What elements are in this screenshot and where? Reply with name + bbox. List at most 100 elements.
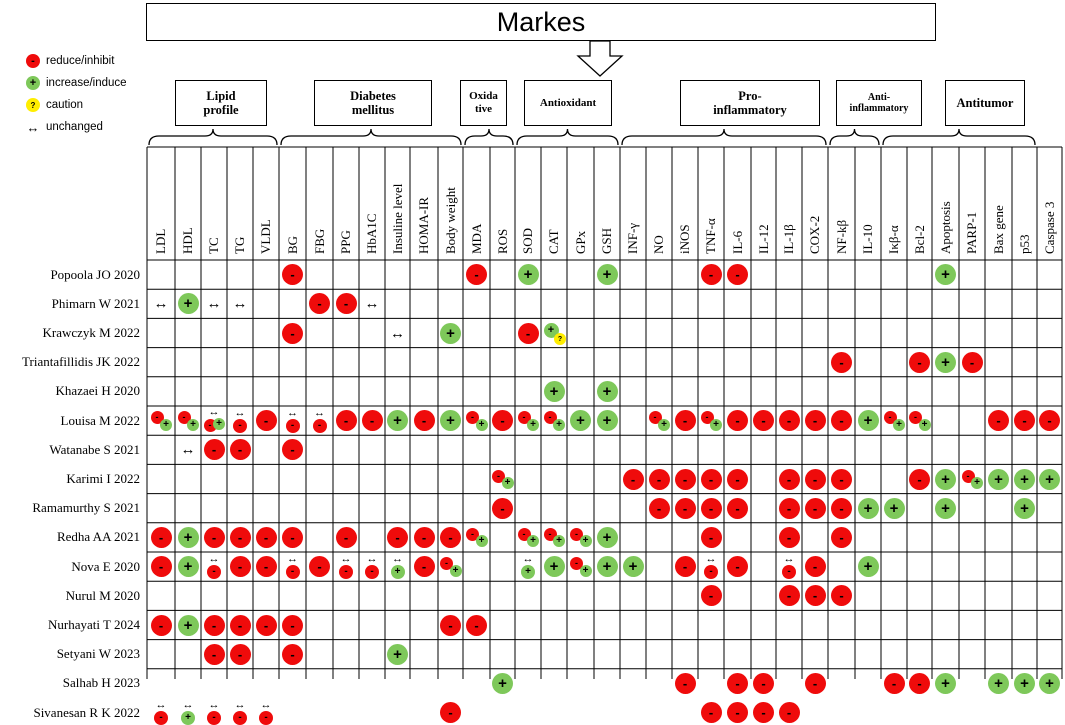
increase-marker: +	[177, 293, 199, 315]
reduce-marker: -	[778, 468, 800, 490]
reduce-marker: -	[466, 264, 487, 286]
reduce-marker: -	[778, 526, 800, 548]
increase-marker: +	[596, 410, 618, 432]
unchanged-marker: ↔	[260, 699, 272, 712]
unchanged-marker: ↔	[287, 407, 298, 420]
reduce-marker: -	[648, 468, 670, 490]
increase-marker: +	[918, 418, 931, 431]
reduce-marker: -	[229, 643, 251, 665]
marker-diagram: Markes - reduce/inhibit + increase/induc…	[22, 3, 1063, 725]
reduce-marker: -	[704, 564, 718, 579]
unchanged-marker: ↔	[705, 553, 717, 566]
reduce-marker: -	[804, 410, 826, 432]
increase-marker: +	[475, 535, 488, 548]
reduce-marker: -	[778, 702, 800, 724]
column-label: IL-10	[860, 224, 875, 254]
reduce-marker: -	[229, 614, 251, 636]
group-brace	[464, 128, 514, 146]
row-label-study: Salhab H 2023	[62, 675, 140, 691]
group-brace	[280, 128, 462, 146]
reduce-marker: -	[804, 556, 826, 578]
reduce-marker: -	[909, 351, 930, 373]
reduce-marker: -	[207, 564, 221, 579]
increase-marker: +	[971, 477, 983, 489]
increase-marker: +	[1014, 468, 1035, 490]
increase-marker: +	[570, 410, 591, 432]
legend-label-unchanged: unchanged	[46, 121, 103, 133]
increase-marker: +	[935, 264, 956, 286]
reduce-marker: -	[727, 468, 748, 490]
group-brace	[516, 128, 619, 146]
reduce-icon: -	[26, 54, 40, 68]
reduce-marker: -	[778, 585, 800, 607]
reduce-marker: -	[804, 497, 826, 519]
column-label: FBG	[311, 228, 327, 254]
reduce-marker: -	[203, 643, 225, 665]
increase-marker: +	[596, 526, 618, 548]
unchanged-marker: ↔	[182, 699, 194, 712]
reduce-marker: -	[909, 672, 930, 694]
reduce-marker: -	[700, 468, 722, 490]
reduce-marker: -	[622, 468, 644, 490]
column-label: ROS	[494, 228, 510, 254]
increase-marker: +	[390, 564, 405, 579]
increase-marker: +	[527, 418, 539, 431]
increase-marker: +	[1039, 468, 1060, 490]
column-label: PPG	[338, 230, 353, 254]
reduce-marker: -	[335, 410, 357, 432]
legend-item-caution: ? caution	[26, 94, 127, 116]
reduce-marker: -	[753, 672, 774, 694]
reduce-marker: -	[150, 556, 172, 578]
reduce-marker: -	[282, 526, 303, 548]
reduce-marker: -	[255, 556, 277, 578]
reduce-marker: -	[674, 556, 696, 578]
caution-icon: ?	[26, 98, 40, 112]
increase-marker: +	[857, 497, 879, 519]
legend-item-reduce: - reduce/inhibit	[26, 50, 127, 72]
increase-marker: +	[710, 418, 722, 431]
reduce-marker: -	[782, 564, 796, 579]
column-label: IL-12	[755, 224, 771, 254]
reduce-marker: -	[466, 411, 479, 425]
increase-marker: +	[935, 497, 956, 519]
column-label: GSH	[599, 227, 614, 254]
reduce-marker: -	[700, 526, 722, 548]
increase-marker: +	[177, 614, 199, 636]
column-label: HOMA-IR	[416, 196, 431, 254]
increase-marker: +	[596, 264, 618, 286]
increase-marker: +	[492, 672, 513, 694]
increase-marker: +	[449, 564, 462, 577]
unchanged-marker: ↔	[390, 324, 405, 342]
unchanged-marker: ↔	[234, 407, 246, 420]
increase-marker: +	[553, 535, 565, 548]
column-label: COX-2	[807, 215, 822, 254]
unchanged-marker: ↔	[366, 553, 378, 566]
unchanged-marker: ↔	[155, 699, 167, 712]
reduce-marker: -	[674, 497, 696, 519]
reduce-marker: -	[727, 556, 748, 578]
column-label: MDA	[468, 223, 484, 254]
increase-marker: +	[935, 351, 956, 373]
reduce-marker: -	[727, 702, 748, 724]
legend-label-caution: caution	[46, 99, 84, 111]
increase-marker: +	[177, 556, 199, 578]
row-label-study: Nova E 2020	[71, 558, 140, 574]
column-label: p53	[1016, 234, 1032, 255]
reduce-marker: -	[648, 497, 670, 519]
reduce-marker: -	[259, 710, 273, 725]
reduce-marker: -	[309, 556, 330, 578]
column-label: NO	[651, 235, 666, 254]
reduce-marker: -	[282, 322, 303, 344]
row-label-study: Setyani W 2023	[56, 646, 140, 662]
increase-marker: +	[543, 380, 565, 402]
increase-marker: +	[622, 556, 644, 578]
row-label-study: Nurhayati T 2024	[48, 617, 140, 632]
reduce-marker: -	[312, 418, 327, 433]
reduce-marker: -	[387, 526, 408, 548]
group-header: Antioxidant	[524, 80, 612, 126]
column-label: Insuline level	[389, 183, 405, 254]
increase-marker: +	[988, 672, 1009, 694]
increase-marker: +	[857, 556, 879, 578]
reduce-marker: -	[335, 526, 357, 548]
reduce-marker: -	[674, 468, 696, 490]
